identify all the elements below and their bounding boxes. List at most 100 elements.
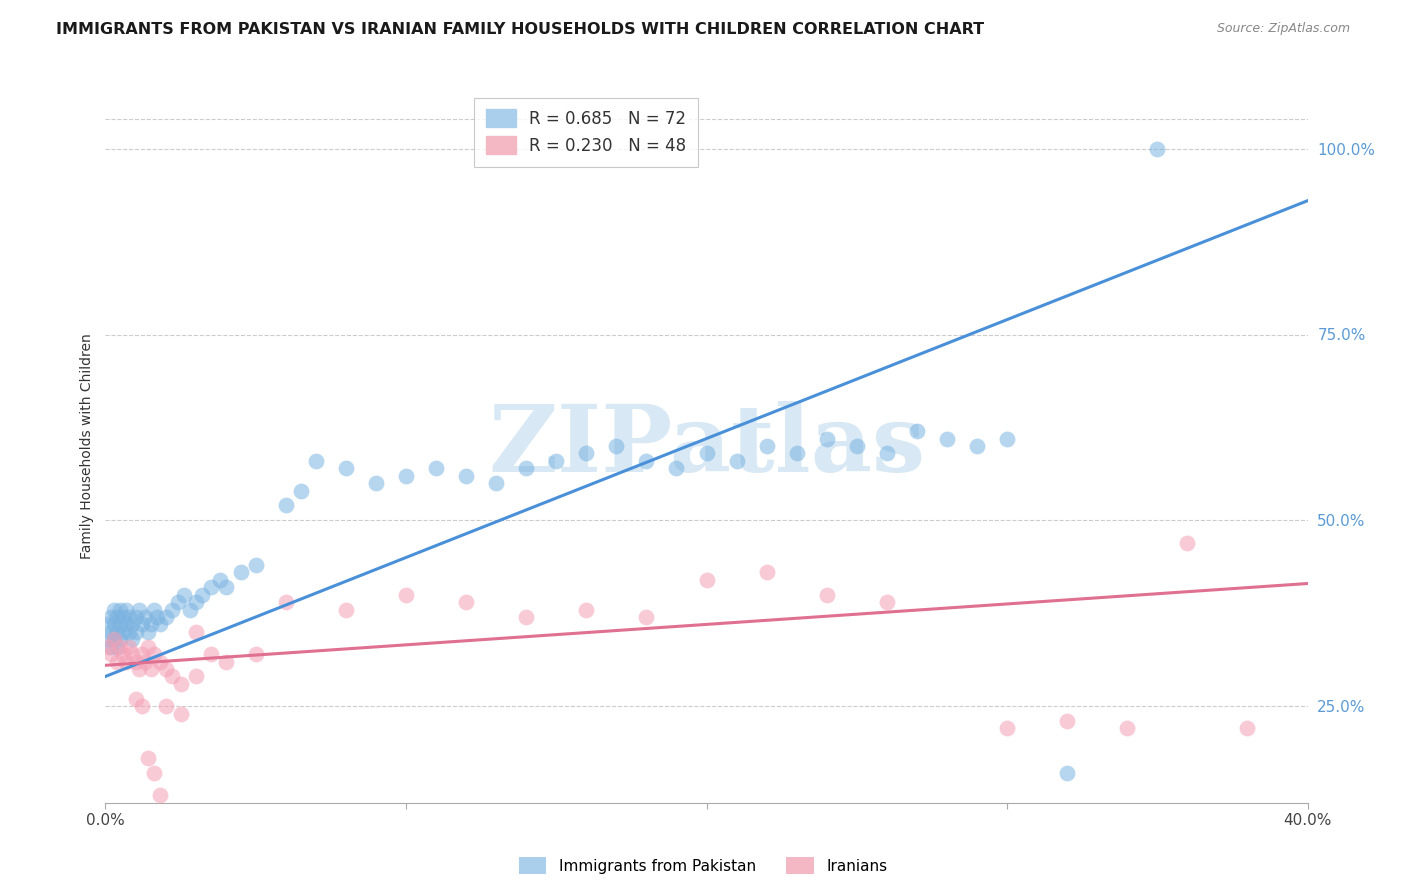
Point <box>142 602 165 616</box>
Point <box>190 588 212 602</box>
Point <box>575 446 598 460</box>
Point <box>179 602 201 616</box>
Point <box>112 610 135 624</box>
Point <box>936 432 959 446</box>
Point <box>155 610 177 624</box>
Point <box>148 617 170 632</box>
Point <box>148 655 170 669</box>
Point <box>110 602 132 616</box>
Point <box>1116 722 1139 736</box>
Point <box>485 476 508 491</box>
Point <box>214 655 236 669</box>
Point <box>136 640 159 654</box>
Point <box>124 655 146 669</box>
Point <box>395 468 418 483</box>
Point <box>100 647 122 661</box>
Point <box>160 602 183 616</box>
Point <box>169 677 191 691</box>
Point <box>107 624 129 639</box>
Legend: R = 0.685   N = 72, R = 0.230   N = 48: R = 0.685 N = 72, R = 0.230 N = 48 <box>474 97 699 167</box>
Point <box>100 610 122 624</box>
Point <box>786 446 808 460</box>
Point <box>876 595 898 609</box>
Point <box>100 624 122 639</box>
Point <box>696 573 718 587</box>
Point <box>118 610 141 624</box>
Point <box>214 580 236 594</box>
Point <box>665 461 688 475</box>
Text: IMMIGRANTS FROM PAKISTAN VS IRANIAN FAMILY HOUSEHOLDS WITH CHILDREN CORRELATION : IMMIGRANTS FROM PAKISTAN VS IRANIAN FAMI… <box>56 22 984 37</box>
Point <box>107 610 129 624</box>
Point <box>121 647 143 661</box>
Point <box>100 640 122 654</box>
Point <box>1146 142 1168 156</box>
Point <box>145 610 167 624</box>
Point <box>128 602 150 616</box>
Point <box>121 632 143 647</box>
Point <box>112 647 135 661</box>
Point <box>118 624 141 639</box>
Point <box>110 640 132 654</box>
Point <box>725 454 748 468</box>
Point <box>103 602 125 616</box>
Point <box>118 640 141 654</box>
Point <box>335 602 357 616</box>
Point <box>636 454 658 468</box>
Point <box>208 573 231 587</box>
Point <box>274 499 297 513</box>
Point <box>107 655 129 669</box>
Text: Source: ZipAtlas.com: Source: ZipAtlas.com <box>1216 22 1350 36</box>
Point <box>636 610 658 624</box>
Point <box>139 662 162 676</box>
Point <box>160 669 183 683</box>
Point <box>121 617 143 632</box>
Point <box>1236 722 1258 736</box>
Point <box>155 662 177 676</box>
Point <box>905 424 928 438</box>
Point <box>184 595 207 609</box>
Point <box>169 706 191 721</box>
Point <box>124 624 146 639</box>
Point <box>128 662 150 676</box>
Point <box>245 558 267 572</box>
Point <box>515 461 537 475</box>
Point <box>136 624 159 639</box>
Point <box>290 483 312 498</box>
Point <box>115 655 138 669</box>
Point <box>97 632 120 647</box>
Point <box>115 617 138 632</box>
Point <box>454 468 477 483</box>
Point <box>1175 535 1198 549</box>
Point <box>364 476 387 491</box>
Point <box>425 461 447 475</box>
Point <box>142 766 165 780</box>
Point <box>454 595 477 609</box>
Point <box>131 647 153 661</box>
Point <box>876 446 898 460</box>
Point <box>110 617 132 632</box>
Y-axis label: Family Households with Children: Family Households with Children <box>80 333 94 559</box>
Point <box>515 610 537 624</box>
Point <box>112 624 135 639</box>
Point <box>139 617 162 632</box>
Point <box>1056 714 1078 728</box>
Point <box>200 580 222 594</box>
Point <box>115 602 138 616</box>
Point <box>134 610 156 624</box>
Point <box>995 722 1018 736</box>
Text: ZIPatlas: ZIPatlas <box>488 401 925 491</box>
Point <box>124 691 146 706</box>
Point <box>815 588 838 602</box>
Point <box>103 632 125 647</box>
Point <box>274 595 297 609</box>
Point <box>546 454 568 468</box>
Point <box>755 566 778 580</box>
Point <box>173 588 195 602</box>
Point <box>575 602 598 616</box>
Point <box>131 699 153 714</box>
Point <box>103 617 125 632</box>
Point <box>136 751 159 765</box>
Point <box>696 446 718 460</box>
Point <box>142 647 165 661</box>
Point <box>966 439 988 453</box>
